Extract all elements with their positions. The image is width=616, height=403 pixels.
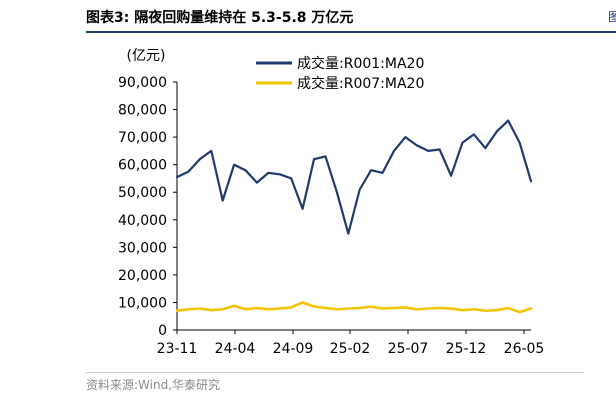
edge-fragment: 图 [608, 10, 616, 22]
legend-label-2: 成交量:R007:MA20 [297, 75, 424, 92]
chart-title: 图表3: 隔夜回购量维持在 5.3-5.8 万亿元 [86, 10, 354, 26]
data-point [427, 307, 430, 310]
data-point [324, 307, 327, 309]
y-tick-label: 20,000 [118, 268, 167, 284]
x-axis: 23-11 24-04 24-09 25-02 25-07 25-12 26-05 [157, 329, 545, 357]
data-point [507, 119, 510, 122]
data-point [221, 308, 224, 311]
x-tick-label: 25-02 [330, 341, 371, 357]
data-point [484, 309, 487, 312]
data-point [221, 199, 224, 202]
y-tick-label: 50,000 [118, 185, 167, 201]
data-point [358, 307, 361, 309]
y-tick-label: 0 [158, 323, 167, 339]
legend-label-1: 成交量:R001:MA20 [297, 55, 424, 72]
data-point [381, 172, 384, 174]
data-point [416, 144, 418, 147]
y-tick-label: 60,000 [118, 158, 167, 174]
y-tick-label: 10,000 [118, 295, 167, 311]
footer-divider [86, 372, 584, 373]
data-point [290, 306, 293, 309]
data-point [495, 309, 498, 312]
data-point [336, 191, 338, 193]
data-point [336, 308, 338, 311]
data-point [244, 308, 247, 311]
data-point [381, 307, 384, 310]
data-point [450, 307, 452, 310]
y-tick-label: 70,000 [118, 130, 167, 146]
y-axis: 0 10,000 20,000 30,000 40,000 50,000 60,000 70,… [118, 75, 178, 339]
data-point [301, 301, 304, 304]
data-point [176, 309, 178, 312]
data-point [393, 307, 395, 309]
y-tick-label: 80,000 [118, 103, 167, 119]
data-point [438, 307, 441, 309]
data-point [404, 136, 407, 138]
title-divider [86, 31, 616, 33]
x-tick-label: 25-07 [388, 341, 429, 357]
data-point [313, 305, 315, 308]
data-point [370, 169, 372, 171]
data-point [518, 311, 521, 313]
data-point [461, 309, 464, 312]
data-point [210, 150, 213, 152]
data-point [244, 169, 247, 171]
data-point [267, 172, 270, 174]
data-point [256, 181, 258, 184]
data-point [438, 148, 441, 151]
data-point [347, 232, 350, 235]
x-tick-label: 24-09 [273, 341, 314, 357]
data-point [358, 188, 361, 191]
data-point [495, 130, 498, 133]
data-point [279, 307, 281, 310]
data-point [461, 141, 464, 144]
data-point [450, 174, 452, 177]
data-point [256, 307, 258, 309]
y-tick-label: 40,000 [118, 213, 167, 229]
data-point [199, 158, 201, 160]
data-point [313, 158, 315, 160]
series-line-2 [175, 301, 533, 314]
data-point [393, 150, 395, 152]
series-line-1 [175, 119, 533, 235]
x-tick-label: 25-12 [446, 341, 487, 357]
x-tick-label: 26-05 [504, 341, 545, 357]
data-point [267, 308, 270, 311]
y-tick-label: 30,000 [118, 240, 167, 256]
x-tick-label: 24-04 [215, 341, 256, 357]
data-point [233, 305, 235, 307]
data-point [530, 180, 532, 182]
data-point [176, 176, 178, 178]
data-point [416, 308, 418, 311]
y-unit-label: (亿元) [127, 48, 166, 64]
data-point [507, 307, 510, 309]
data-point [427, 150, 430, 152]
data-point [199, 307, 201, 310]
data-point [518, 141, 521, 144]
source-note: 资料来源:Wind,华泰研究 [86, 378, 221, 392]
data-point [210, 309, 213, 312]
data-point [187, 308, 190, 311]
data-point [290, 177, 293, 180]
data-point [301, 208, 304, 210]
data-point [404, 306, 407, 309]
y-tick-label: 90,000 [118, 75, 167, 91]
data-point [473, 133, 475, 136]
data-point [279, 173, 281, 176]
data-point [347, 307, 350, 310]
x-tick-label: 23-11 [157, 341, 198, 357]
data-point [530, 307, 532, 310]
series-layer [175, 119, 533, 314]
legend: 成交量:R001:MA20 成交量:R007:MA20 [256, 55, 424, 92]
data-point [484, 147, 487, 149]
data-point [473, 308, 475, 311]
data-point [324, 155, 327, 158]
data-point [233, 163, 235, 166]
data-point [370, 305, 372, 308]
data-point [187, 170, 190, 173]
